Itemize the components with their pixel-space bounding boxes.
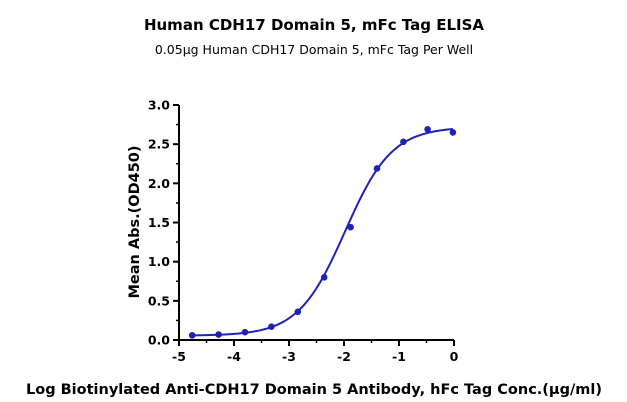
- tick-marks: [173, 104, 455, 346]
- data-point: [268, 323, 275, 330]
- x-tick-label: -2: [337, 349, 351, 364]
- y-tick-label: 3.0: [148, 98, 170, 113]
- data-point: [294, 308, 302, 316]
- x-tick-label: -1: [392, 349, 406, 364]
- x-tick-label: -5: [172, 349, 186, 364]
- data-point: [347, 223, 354, 231]
- y-tick-label: 2.0: [148, 176, 170, 191]
- data-point: [241, 328, 249, 336]
- data-point: [320, 274, 328, 281]
- x-tick-label: -3: [282, 349, 296, 364]
- fit-curve: [192, 128, 453, 337]
- x-tick-label: 0: [450, 349, 459, 364]
- tick-labels: 0.0 0.5 1.0 1.5 2.0 2.5 3.0 -5 -4 -3 -2 -1 0: [148, 98, 459, 365]
- data-point: [373, 165, 381, 172]
- axes: [174, 105, 454, 345]
- data-point: [424, 125, 431, 133]
- y-tick-label: 1.0: [148, 254, 170, 269]
- y-tick-label: 0.5: [148, 293, 170, 308]
- plot-area: [188, 125, 457, 339]
- y-tick-label: 2.5: [148, 137, 170, 152]
- data-point: [400, 138, 407, 146]
- data-point: [188, 332, 196, 339]
- x-axis-label: Log Biotinylated Anti-CDH17 Domain 5 Ant…: [26, 382, 602, 398]
- y-tick-label: 0.0: [148, 333, 170, 348]
- chart-title: Human CDH17 Domain 5, mFc Tag ELISA: [144, 16, 484, 34]
- y-axis-label: Mean Abs.(OD450): [127, 145, 143, 298]
- y-tick-label: 1.5: [148, 215, 170, 230]
- data-point: [449, 129, 457, 136]
- chart-subtitle: 0.05μg Human CDH17 Domain 5, mFc Tag Per…: [155, 42, 473, 57]
- x-tick-label: -4: [227, 349, 241, 364]
- data-point: [215, 331, 222, 338]
